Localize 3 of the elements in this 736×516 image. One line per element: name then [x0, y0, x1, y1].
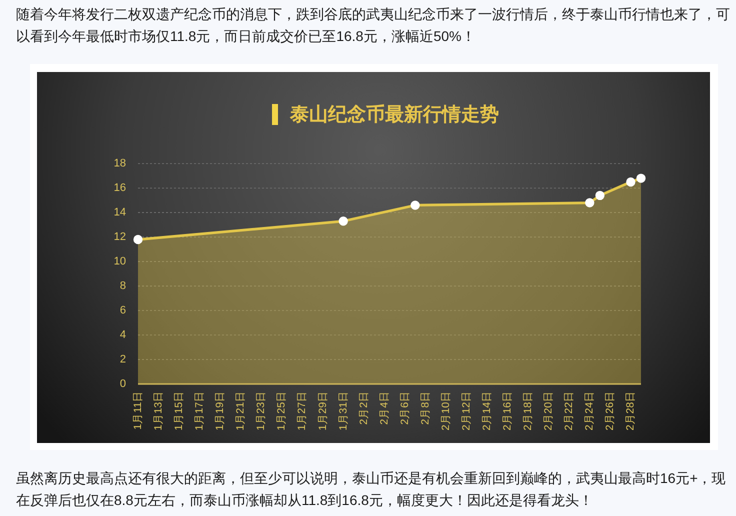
title: 泰山纪念币最新行情走势 [290, 104, 499, 126]
annotation: 随着今年将发行二枚双遗产纪念币的消息下，跌到谷底的武夷山纪念币来了一波行情后，终于泰山币行情也来了，可以看到今年最低时市场仅11.8元，而日前成交价已至16.8元，涨幅近50%！ [16, 5, 731, 46]
annotation: 虽然离历史最高点还有很大的距离，但至少可以说明，泰山币还是有机会重新回到巅峰的，武夷山最高时16元+，现在反弹后也仅在8.8元左右，而泰山币涨幅却从11.8到16.8元，幅度更大！因此还是得看龙头！ [16, 469, 727, 510]
